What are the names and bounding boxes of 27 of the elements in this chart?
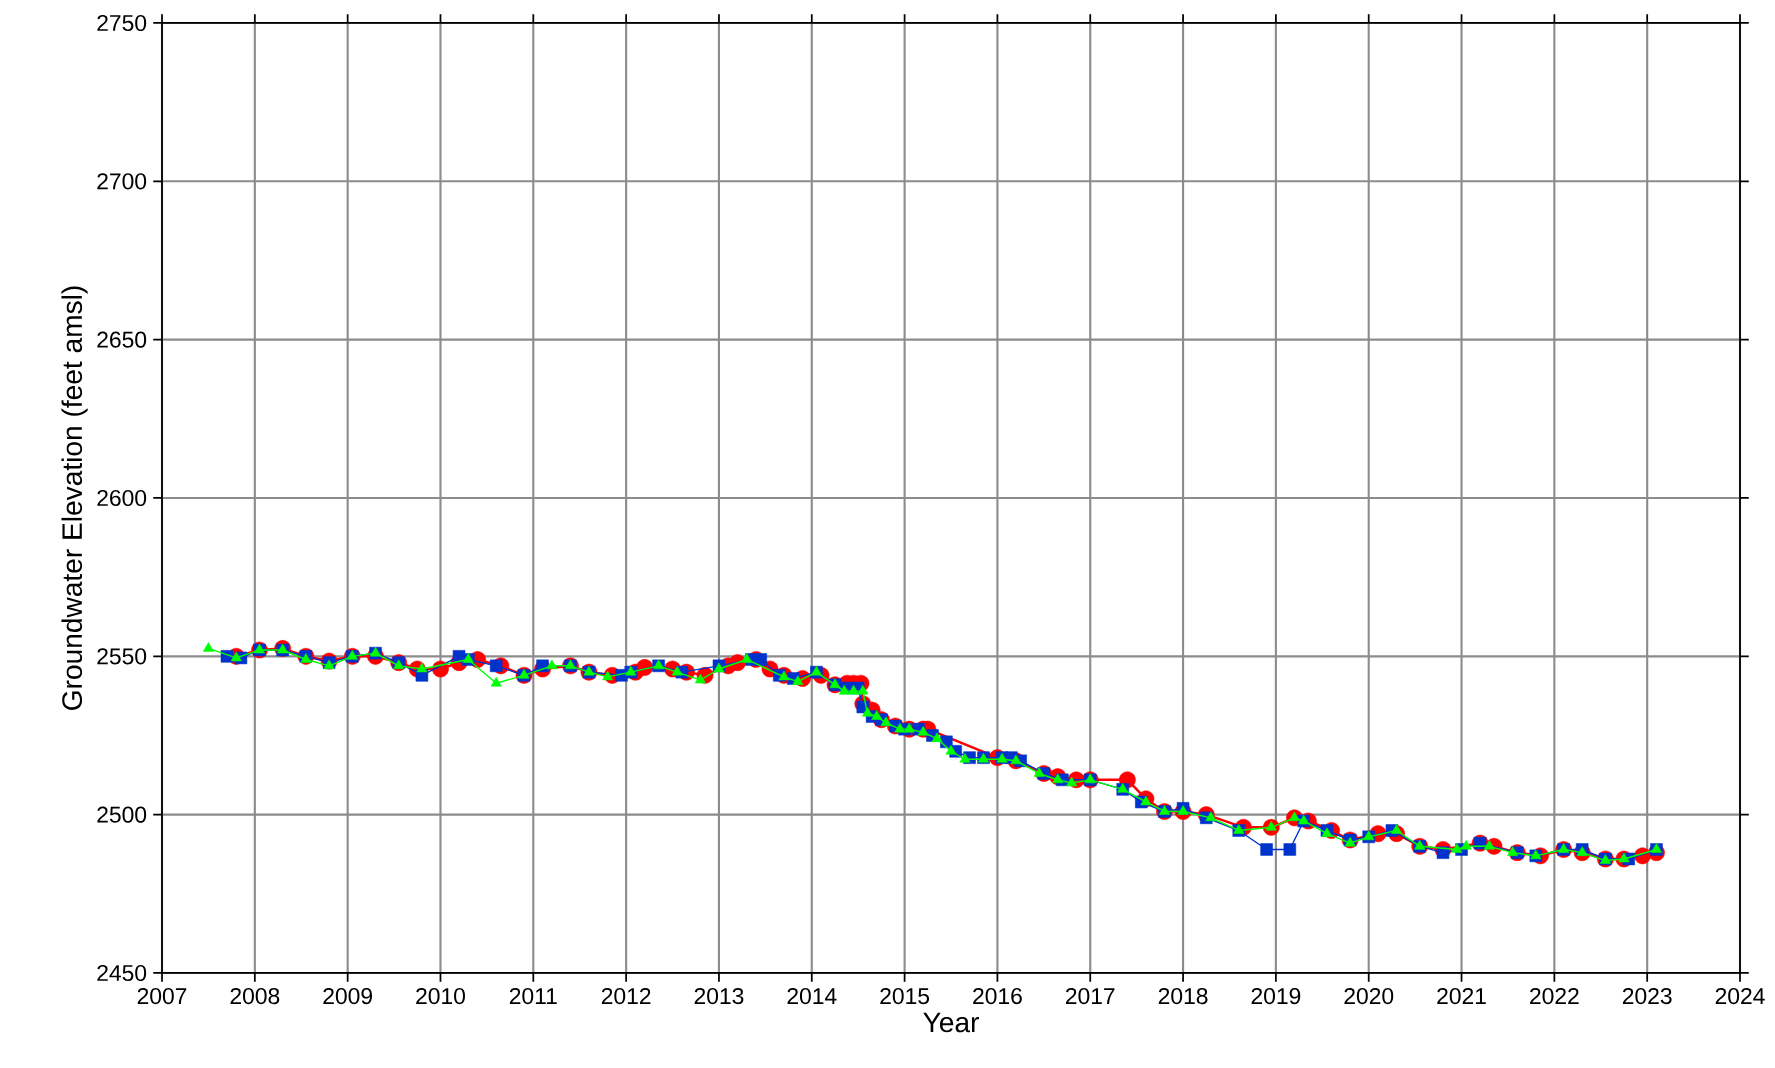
x-tick-label: 2008	[230, 987, 280, 1005]
x-tick-label: 2023	[1622, 987, 1672, 1005]
y-tick-label: 2500	[97, 806, 147, 823]
x-tick-label: 2011	[509, 987, 557, 1005]
x-tick-label: 2020	[1344, 987, 1394, 1005]
y-tick-label: 2650	[97, 331, 147, 348]
x-tick-label: 2012	[601, 987, 651, 1005]
y-tick-label: 2600	[97, 489, 147, 507]
y-axis-title: Groundwater Elevation (feet amsl)	[61, 286, 88, 710]
x-tick-label: 2014	[787, 987, 837, 1005]
x-tick-label: 2022	[1530, 987, 1579, 1005]
y-tick-label: 2700	[97, 173, 147, 190]
x-tick-label: 2009	[323, 987, 372, 1005]
x-tick-label: 2017	[1065, 987, 1115, 1005]
x-tick-label: 2024	[1715, 987, 1765, 1005]
y-tick-label: 2550	[97, 648, 147, 665]
x-tick-label: 2010	[416, 987, 465, 1005]
x-tick-label: 2019	[1251, 987, 1301, 1005]
x-tick-label: 2018	[1158, 987, 1208, 1005]
y-tick-label: 2750	[97, 14, 147, 32]
x-axis-title: Year	[923, 1012, 979, 1033]
x-tick-label: 2007	[137, 987, 187, 1005]
x-tick-label: 2016	[973, 987, 1022, 1005]
x-tick-label: 2015	[880, 987, 930, 1005]
x-tick-label: 2021	[1437, 987, 1486, 1005]
x-tick-label: 2013	[694, 987, 744, 1005]
y-tick-label: 2450	[97, 964, 147, 982]
